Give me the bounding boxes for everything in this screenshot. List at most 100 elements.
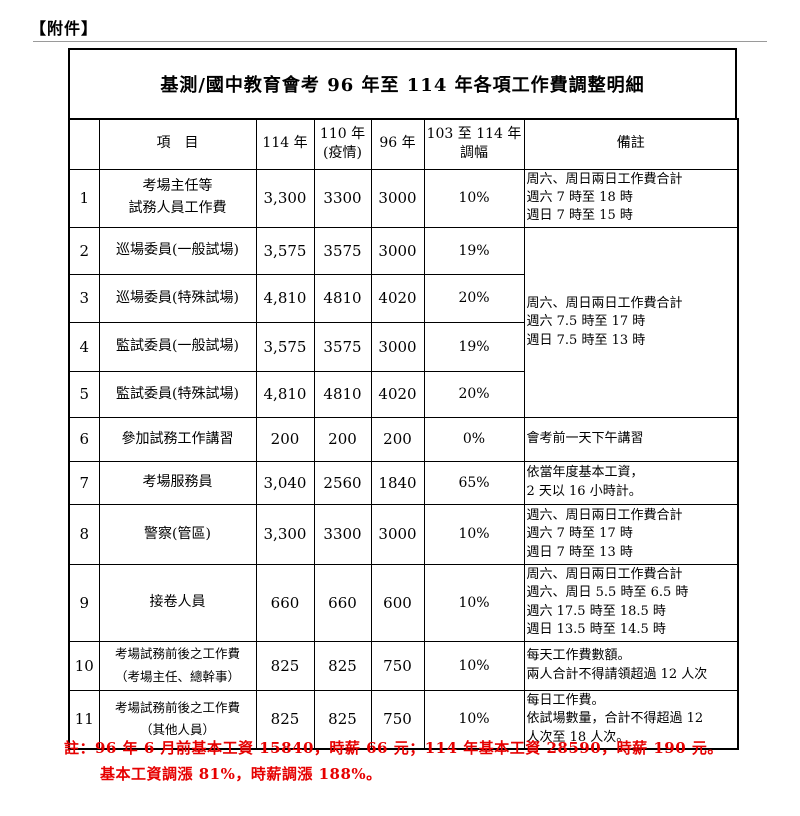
fee-96: 3000 (370, 168, 425, 228)
fee-96: 750 (370, 640, 425, 691)
table-row: 7 考場服務員 3,040 2560 1840 65% 依當年度基本工資， 2 … (68, 460, 739, 505)
item-label: 巡場委員(一般試場) (98, 226, 257, 275)
table-row: 10 考場試務前後之工作費 （考場主任、總幹事） 825 825 750 10%… (68, 640, 739, 691)
adjustment-rate: 10% (423, 689, 525, 750)
fee-114: 825 (255, 689, 315, 750)
fee-96: 3000 (370, 503, 425, 565)
table-title: 基測/國中教育會考 96 年至 114 年各項工作費調整明細 (160, 75, 645, 96)
row-number: 7 (68, 460, 100, 505)
header-remark: 備註 (523, 118, 739, 170)
fee-96: 200 (370, 416, 425, 462)
fee-110: 200 (313, 416, 372, 462)
fee-96: 4020 (370, 273, 425, 323)
adjustment-rate: 10% (423, 563, 525, 642)
row-number: 8 (68, 503, 100, 565)
fee-114: 200 (255, 416, 315, 462)
row-number: 10 (68, 640, 100, 691)
remark: 依當年度基本工資， 2 天以 16 小時計。 (523, 460, 739, 505)
item-label: 考場服務員 (98, 460, 257, 505)
row-number: 9 (68, 563, 100, 642)
fee-114: 3,575 (255, 226, 315, 275)
fee-110: 3575 (313, 226, 372, 275)
fee-96: 3000 (370, 226, 425, 275)
adjustment-rate: 10% (423, 640, 525, 691)
fee-110: 4810 (313, 273, 372, 323)
remark: 每天工作費數額。 兩人合計不得請領超過 12 人次 (523, 640, 739, 691)
fee-96: 4020 (370, 370, 425, 418)
footnote: 註：96 年 6 月前基本工資 15840，時薪 66 元；114 年基本工資 … (64, 736, 784, 787)
item-label: 監試委員(特殊試場) (98, 370, 257, 418)
table-row: 9 接卷人員 660 660 600 10% 周六、周日兩日工作費合計 週六、周… (68, 563, 739, 642)
item-label: 考場試務前後之工作費 （其他人員） (98, 689, 257, 750)
row-number: 2 (68, 226, 100, 275)
remark: 周六、周日兩日工作費合計 週六 7 時至 18 時 週日 7 時至 15 時 (523, 168, 739, 228)
item-label: 考場主任等 試務人員工作費 (98, 168, 257, 228)
remark: 週六、周日兩日工作費合計 週六 7 時至 17 時 週日 7 時至 13 時 (523, 503, 739, 565)
fee-110: 825 (313, 640, 372, 691)
adjustment-rate: 20% (423, 370, 525, 418)
table-row: 2 巡場委員(一般試場) 3,575 3575 3000 19% 周六、周日兩日… (68, 226, 739, 418)
adjustment-rate: 19% (423, 226, 525, 275)
header-number (68, 118, 100, 170)
header-item: 項 目 (98, 118, 257, 170)
item-label: 接卷人員 (98, 563, 257, 642)
footnote-line2: 基本工資調漲 81%，時薪調漲 188%。 (100, 764, 382, 783)
fee-110: 3575 (313, 321, 372, 372)
fee-114: 660 (255, 563, 315, 642)
divider-line (33, 41, 767, 42)
item-label: 監試委員(一般試場) (98, 321, 257, 372)
table-row: 11 考場試務前後之工作費 （其他人員） 825 825 750 10% 每日工… (68, 689, 739, 750)
item-label: 巡場委員(特殊試場) (98, 273, 257, 323)
header-row: 項 目 114 年 110 年 (疫情) 96 年 103 至 114 年 調幅… (68, 118, 739, 170)
fee-114: 3,300 (255, 503, 315, 565)
table-row: 4 監試委員(一般試場) 3,575 3575 3000 19% (68, 321, 738, 372)
adjustment-rate: 10% (423, 168, 525, 228)
table-row: 8 警察(管區) 3,300 3300 3000 10% 週六、周日兩日工作費合… (68, 503, 739, 565)
fee-110: 660 (313, 563, 372, 642)
remark: 每日工作費。 依試場數量，合計不得超過 12 人次至 18 人次。 (523, 689, 739, 750)
row-number: 3 (68, 273, 100, 323)
fee-114: 825 (255, 640, 315, 691)
row-number: 1 (68, 168, 100, 228)
fee-110: 3300 (313, 168, 372, 228)
adjustment-rate: 20% (423, 273, 525, 323)
fee-110: 825 (313, 689, 372, 750)
table-row: 6 參加試務工作講習 200 200 200 0% 會考前一天下午講習 (68, 416, 739, 462)
fee-96: 600 (370, 563, 425, 642)
table-title-box: 基測/國中教育會考 96 年至 114 年各項工作費調整明細 (68, 48, 737, 118)
header-year-96: 96 年 (370, 118, 425, 170)
adjustment-rate: 65% (423, 460, 525, 505)
row-number: 4 (68, 321, 100, 372)
remark: 周六、周日兩日工作費合計 週六、周日 5.5 時至 6.5 時 週六 17.5 … (523, 563, 739, 642)
adjustment-rate: 10% (423, 503, 525, 565)
fee-110: 4810 (313, 370, 372, 418)
footnote-line1: 註：96 年 6 月前基本工資 15840，時薪 66 元；114 年基本工資 … (64, 739, 723, 757)
fee-114: 4,810 (255, 370, 315, 418)
fee-96: 750 (370, 689, 425, 750)
fee-110: 3300 (313, 503, 372, 565)
fee-110: 2560 (313, 460, 372, 505)
fee-114: 3,300 (255, 168, 315, 228)
fee-96: 1840 (370, 460, 425, 505)
table-row: 5 監試委員(特殊試場) 4,810 4810 4020 20% (68, 370, 738, 418)
remark: 會考前一天下午講習 (523, 416, 739, 462)
fee-114: 3,575 (255, 321, 315, 372)
adjustment-rate: 0% (423, 416, 525, 462)
header-adjustment: 103 至 114 年 調幅 (423, 118, 525, 170)
row-number: 6 (68, 416, 100, 462)
header-year-110: 110 年 (疫情) (313, 118, 372, 170)
item-label: 考場試務前後之工作費 （考場主任、總幹事） (98, 640, 257, 691)
item-label: 參加試務工作講習 (98, 416, 257, 462)
remark-merged: 周六、周日兩日工作費合計 週六 7.5 時至 17 時 週日 7.5 時至 13… (523, 226, 739, 418)
table-row: 3 巡場委員(特殊試場) 4,810 4810 4020 20% (68, 273, 738, 323)
fee-96: 3000 (370, 321, 425, 372)
fee-table: 項 目 114 年 110 年 (疫情) 96 年 103 至 114 年 調幅… (68, 118, 739, 751)
fee-114: 3,040 (255, 460, 315, 505)
attachment-label: 【附件】 (30, 19, 99, 38)
adjustment-rate: 19% (423, 321, 525, 372)
row-number: 5 (68, 370, 100, 418)
header-year-114: 114 年 (255, 118, 315, 170)
table-row: 1 考場主任等 試務人員工作費 3,300 3300 3000 10% 周六、周… (68, 168, 739, 228)
fee-114: 4,810 (255, 273, 315, 323)
